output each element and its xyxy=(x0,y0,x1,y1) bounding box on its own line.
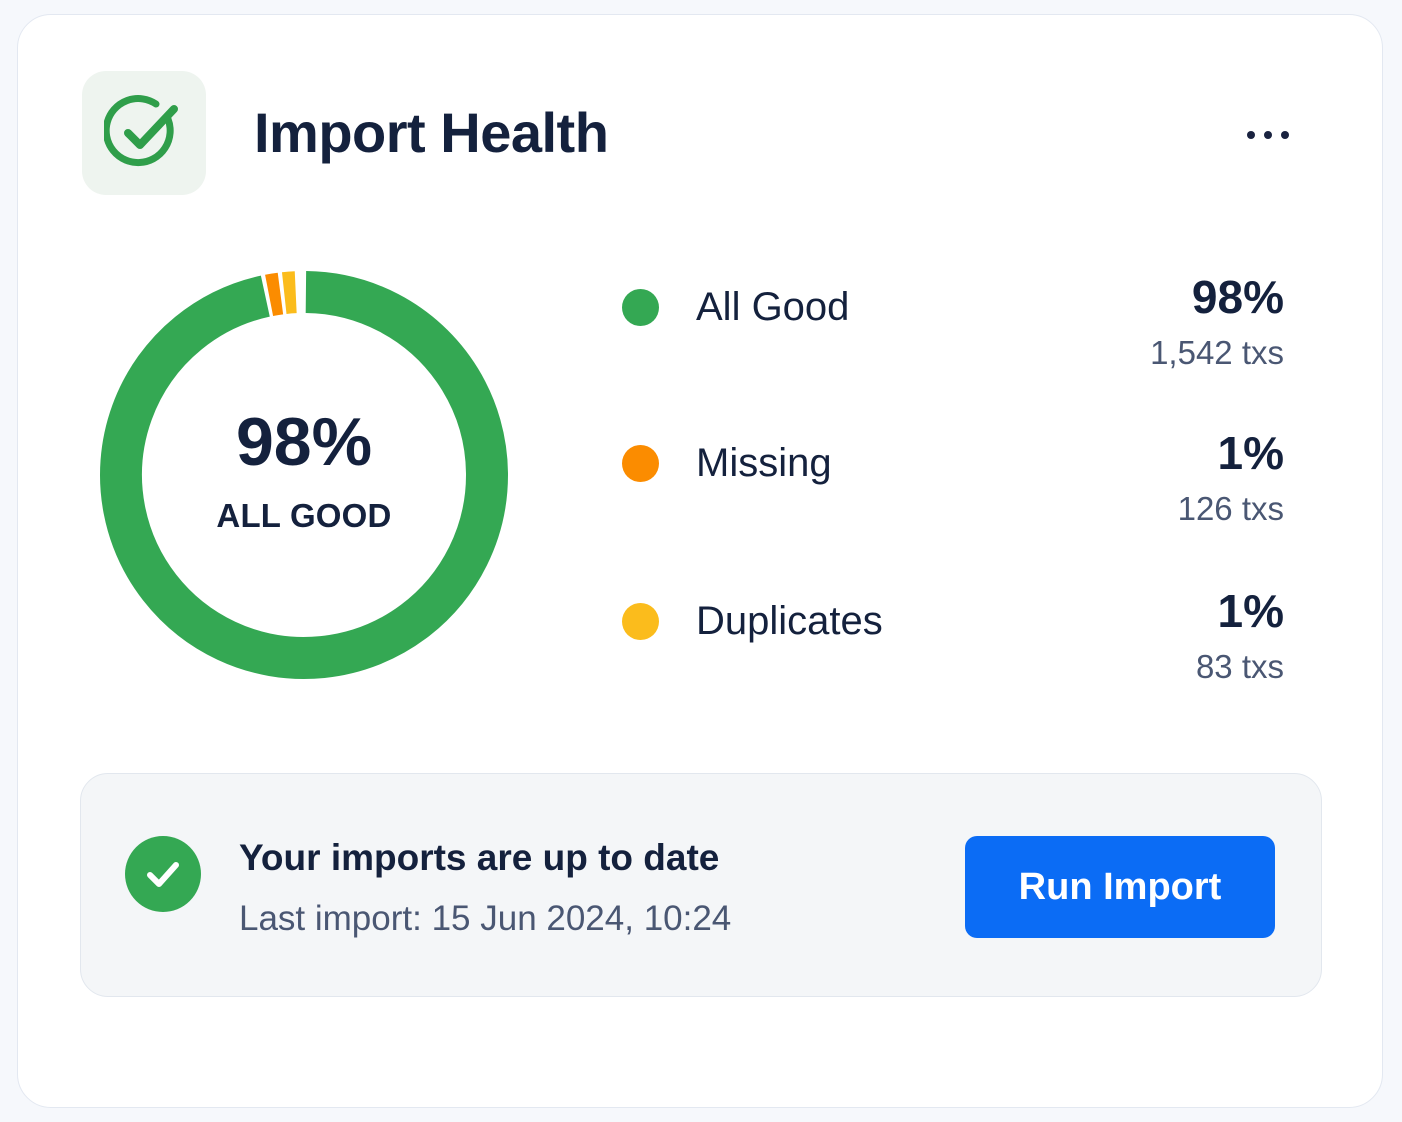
legend-item-duplicates: Duplicates 1% 83 txs xyxy=(618,585,1284,695)
health-donut-chart xyxy=(100,271,508,679)
legend-percent: 1% xyxy=(1217,585,1284,637)
last-import-timestamp: Last import: 15 Jun 2024, 10:24 xyxy=(239,899,732,938)
legend-percent: 98% xyxy=(1191,271,1284,323)
donut-slice-duplicates xyxy=(281,271,297,314)
donut-slice-missing xyxy=(265,272,284,317)
legend-count: 126 txs xyxy=(1177,490,1284,527)
legend-dot-missing xyxy=(622,445,659,482)
status-check-icon xyxy=(125,836,201,912)
legend-item-all-good: All Good 98% 1,542 txs xyxy=(618,271,1284,381)
card-title: Import Health xyxy=(254,101,609,164)
more-horizontal-icon xyxy=(1247,131,1289,139)
donut-slice-all-good xyxy=(100,271,508,679)
legend-dot-all-good xyxy=(622,289,659,326)
legend-percent: 1% xyxy=(1217,427,1284,479)
more-options-button[interactable] xyxy=(1230,111,1306,159)
import-health-card: Import Health 98% ALL GOOD All Good 98% … xyxy=(17,14,1383,1108)
run-import-button[interactable]: Run Import xyxy=(965,836,1275,938)
legend-count: 1,542 txs xyxy=(1150,334,1284,371)
legend-label: Duplicates xyxy=(696,599,883,643)
legend-label: Missing xyxy=(696,441,832,485)
header-icon-tile xyxy=(82,71,206,195)
legend-count: 83 txs xyxy=(1195,648,1284,685)
import-status-panel: Your imports are up to date Last import:… xyxy=(80,773,1322,997)
legend-label: All Good xyxy=(696,285,850,329)
check-circle-icon xyxy=(104,95,178,167)
legend-item-missing: Missing 1% 126 txs xyxy=(618,427,1284,537)
status-title: Your imports are up to date xyxy=(239,837,720,878)
legend-dot-duplicates xyxy=(622,603,659,640)
